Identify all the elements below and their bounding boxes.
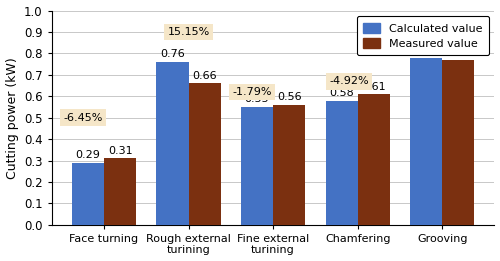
Bar — [72, 163, 104, 225]
Text: -4.92%: -4.92% — [330, 76, 369, 86]
Bar — [358, 94, 390, 225]
Text: 0.55: 0.55 — [244, 94, 270, 104]
Bar — [273, 105, 305, 225]
Text: -1.79%: -1.79% — [232, 87, 272, 97]
Bar — [241, 107, 273, 225]
Y-axis label: Cutting power (kW): Cutting power (kW) — [6, 57, 18, 179]
Text: 15.15%: 15.15% — [168, 27, 209, 37]
Text: 0.76: 0.76 — [160, 49, 185, 60]
Text: 0.77: 0.77 — [446, 47, 470, 57]
Text: 0.78: 0.78 — [414, 45, 438, 55]
Bar — [326, 100, 358, 225]
Text: 0.56: 0.56 — [277, 92, 301, 102]
Text: 1.30%: 1.30% — [438, 27, 472, 37]
Text: -6.45%: -6.45% — [63, 113, 102, 123]
Text: 0.58: 0.58 — [329, 88, 354, 98]
Bar — [156, 62, 188, 225]
Bar — [188, 84, 220, 225]
Text: 0.61: 0.61 — [362, 81, 386, 92]
Text: 0.31: 0.31 — [108, 146, 132, 156]
Text: 0.29: 0.29 — [76, 150, 100, 160]
Bar — [442, 60, 474, 225]
Legend: Calculated value, Measured value: Calculated value, Measured value — [356, 16, 489, 55]
Bar — [410, 58, 442, 225]
Text: 0.66: 0.66 — [192, 71, 217, 81]
Bar — [104, 158, 136, 225]
